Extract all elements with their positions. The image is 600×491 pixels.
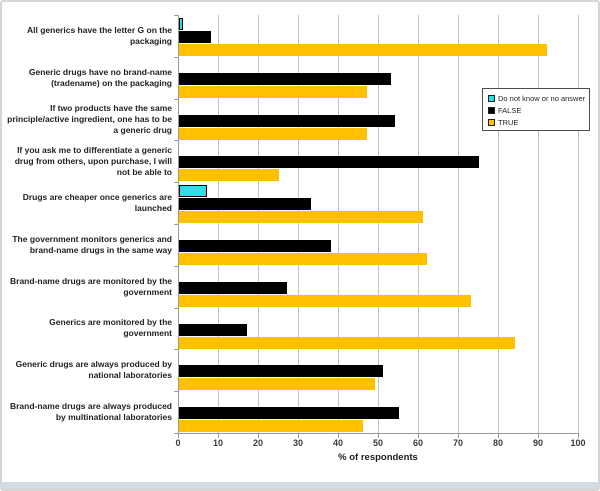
x-axis-tick [578, 434, 579, 438]
category-label: If you ask me to differentiate a generic… [14, 144, 172, 177]
x-axis-tick [298, 434, 299, 438]
y-axis-tick [174, 15, 178, 16]
category-label: Brand-name drugs are always produced by … [9, 401, 172, 423]
x-axis-tick [338, 434, 339, 438]
bar-true [179, 44, 547, 56]
category-label: Generic drugs have no brand-name (traden… [28, 66, 172, 88]
gridline-80 [498, 15, 499, 433]
bar-true [179, 420, 363, 432]
x-tick-label-30: 30 [292, 438, 303, 448]
x-tick-label-10: 10 [212, 438, 223, 448]
bar-false [179, 407, 399, 419]
frame-bottom-strip [2, 482, 598, 489]
legend-swatch-icon [488, 118, 495, 126]
y-axis-tick [174, 266, 178, 267]
bar-true [179, 253, 427, 265]
category-label: All generics have the letter G on the pa… [26, 24, 172, 46]
x-tick-label-0: 0 [175, 438, 181, 448]
gridline-20 [258, 15, 259, 433]
bar-true [179, 295, 471, 307]
y-axis-tick [174, 140, 178, 141]
plot-area [174, 15, 579, 438]
bar-true [179, 169, 279, 181]
bar-false [179, 365, 383, 377]
x-axis-tick [418, 434, 419, 438]
gridline-100 [578, 15, 579, 433]
x-axis-tick [258, 434, 259, 438]
x-axis-tick [178, 434, 179, 438]
category-label: Generics are monitored by the government [49, 317, 172, 339]
bar-do-not-know-or-no-answer [179, 18, 183, 30]
x-axis-tick [378, 434, 379, 438]
legend-swatch-icon [488, 94, 495, 102]
gridline-70 [458, 15, 459, 433]
legend-entry: TRUE [488, 117, 585, 127]
x-tick-label-60: 60 [412, 438, 423, 448]
bar-false [179, 198, 311, 210]
y-axis-tick [174, 224, 178, 225]
category-label: If two products have the same principle/… [7, 102, 172, 136]
x-axis-tick [458, 434, 459, 438]
x-tick-label-20: 20 [252, 438, 263, 448]
gridline-50 [378, 15, 379, 433]
bar-do-not-know-or-no-answer [179, 185, 207, 197]
y-axis-tick [174, 57, 178, 58]
category-label: Brand-name drugs are monitored by the go… [10, 275, 172, 297]
bar-false [179, 156, 479, 168]
bar-false [179, 324, 247, 336]
legend-label: TRUE [498, 117, 519, 127]
x-tick-label-70: 70 [452, 438, 463, 448]
y-axis-tick [174, 99, 178, 100]
gridline-60 [418, 15, 419, 433]
x-tick-label-90: 90 [532, 438, 543, 448]
y-axis-tick [174, 433, 178, 434]
x-tick-label-100: 100 [570, 438, 586, 448]
bar-true [179, 211, 423, 223]
gridline-30 [298, 15, 299, 433]
bar-false [179, 115, 395, 127]
y-axis-tick [174, 182, 178, 183]
gridline-90 [538, 15, 539, 433]
bar-true [179, 86, 367, 98]
legend-swatch-icon [488, 106, 495, 114]
gridline-40 [338, 15, 339, 433]
x-axis-tick [218, 434, 219, 438]
gridline-10 [218, 15, 219, 433]
legend-entry: FALSE [488, 105, 585, 115]
x-tick-label-80: 80 [492, 438, 503, 448]
bar-true [179, 337, 515, 349]
legend-entry: Do not know or no answer [488, 93, 585, 103]
legend-label: FALSE [498, 105, 522, 115]
legend: Do not know or no answer FALSE TRUE [482, 88, 590, 131]
x-axis-tick [498, 434, 499, 438]
y-axis-tick [174, 349, 178, 350]
x-axis-title: % of respondents [338, 452, 418, 463]
y-axis-tick [174, 391, 178, 392]
bar-true [179, 378, 375, 390]
x-tick-label-50: 50 [372, 438, 383, 448]
x-axis-tick [538, 434, 539, 438]
legend-label: Do not know or no answer [498, 93, 586, 103]
category-label: Drugs are cheaper once generics are laun… [22, 192, 172, 214]
bar-false [179, 240, 331, 252]
bar-false [179, 31, 211, 43]
y-axis-tick [174, 308, 178, 309]
category-label: The government monitors generics and bra… [12, 233, 172, 255]
x-tick-label-40: 40 [332, 438, 343, 448]
bar-true [179, 128, 367, 140]
category-label: Generic drugs are always produced by nat… [15, 359, 172, 381]
bar-false [179, 73, 391, 85]
bar-false [179, 282, 287, 294]
